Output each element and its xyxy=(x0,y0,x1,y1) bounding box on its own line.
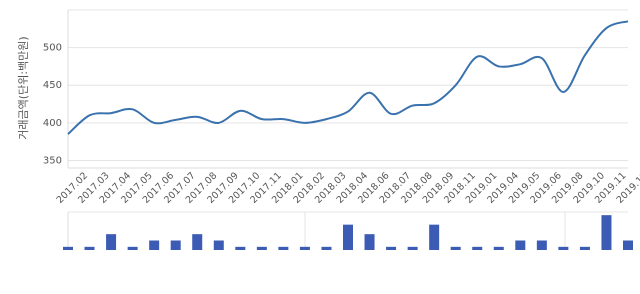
volume-bar xyxy=(192,234,203,250)
volume-bar xyxy=(127,246,138,250)
volume-bar xyxy=(278,246,289,250)
y-tick-label: 450 xyxy=(43,80,62,91)
volume-bar xyxy=(429,224,440,250)
volume-bar xyxy=(63,246,73,250)
volume-bar xyxy=(536,240,547,250)
volume-bar xyxy=(558,246,569,250)
volume-bar xyxy=(386,246,397,250)
volume-bar xyxy=(364,234,375,250)
volume-bar xyxy=(213,240,224,250)
volume-bar xyxy=(256,246,267,250)
volume-bar xyxy=(170,240,181,250)
volume-bar xyxy=(299,246,310,250)
volume-bar xyxy=(149,240,160,250)
volume-bar xyxy=(472,246,483,250)
volume-bar xyxy=(84,246,95,250)
volume-bar xyxy=(623,240,633,250)
y-tick-label: 500 xyxy=(43,43,62,54)
y-axis-label: 거래금액(단위:백만원) xyxy=(17,36,30,139)
volume-bar xyxy=(235,246,246,250)
volume-bar xyxy=(601,215,612,250)
y-tick-label: 350 xyxy=(43,155,62,166)
volume-bar xyxy=(515,240,526,250)
price-line xyxy=(67,20,629,135)
volume-bar xyxy=(343,224,353,250)
volume-bar xyxy=(106,234,117,250)
volume-bar xyxy=(407,246,418,250)
volume-bar xyxy=(321,246,332,250)
volume-bar xyxy=(493,246,504,250)
volume-bar xyxy=(450,246,461,250)
volume-bar xyxy=(579,246,590,250)
y-tick-label: 400 xyxy=(43,118,62,129)
